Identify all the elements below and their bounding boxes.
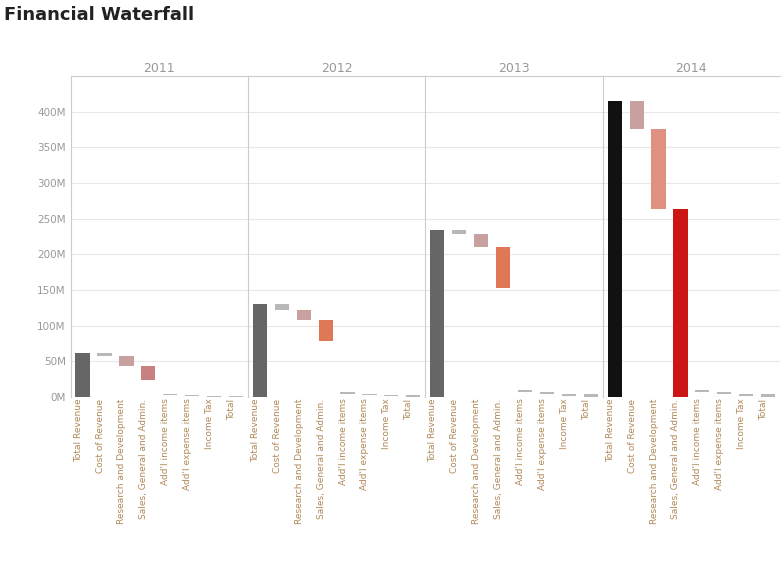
Title: 2014: 2014 xyxy=(676,62,707,75)
Bar xyxy=(253,304,267,397)
Text: Financial Waterfall: Financial Waterfall xyxy=(4,6,194,24)
Bar xyxy=(340,392,354,394)
Bar xyxy=(430,230,445,397)
Title: 2011: 2011 xyxy=(143,62,175,75)
Bar xyxy=(296,310,311,320)
Bar xyxy=(207,396,221,397)
Bar xyxy=(518,390,532,392)
Bar xyxy=(318,320,332,342)
Bar xyxy=(695,390,710,392)
Bar xyxy=(583,394,597,397)
Bar xyxy=(119,356,133,366)
Bar xyxy=(652,130,666,210)
Bar xyxy=(739,394,753,397)
Bar xyxy=(163,394,177,395)
Title: 2013: 2013 xyxy=(498,62,530,75)
Bar xyxy=(630,101,644,130)
Bar xyxy=(97,353,111,356)
Bar xyxy=(406,395,420,397)
Bar xyxy=(75,353,89,397)
Bar xyxy=(185,395,199,397)
Bar xyxy=(452,230,466,234)
Bar xyxy=(229,396,243,397)
Title: 2012: 2012 xyxy=(321,62,353,75)
Bar xyxy=(496,247,510,288)
Bar xyxy=(141,366,155,380)
Bar xyxy=(717,392,731,394)
Bar xyxy=(362,394,376,395)
Bar xyxy=(539,392,554,394)
Bar xyxy=(608,101,622,397)
Bar xyxy=(274,304,289,310)
Bar xyxy=(673,210,688,397)
Bar xyxy=(474,234,488,247)
Bar xyxy=(561,394,576,397)
Bar xyxy=(384,395,398,397)
Bar xyxy=(761,394,775,397)
